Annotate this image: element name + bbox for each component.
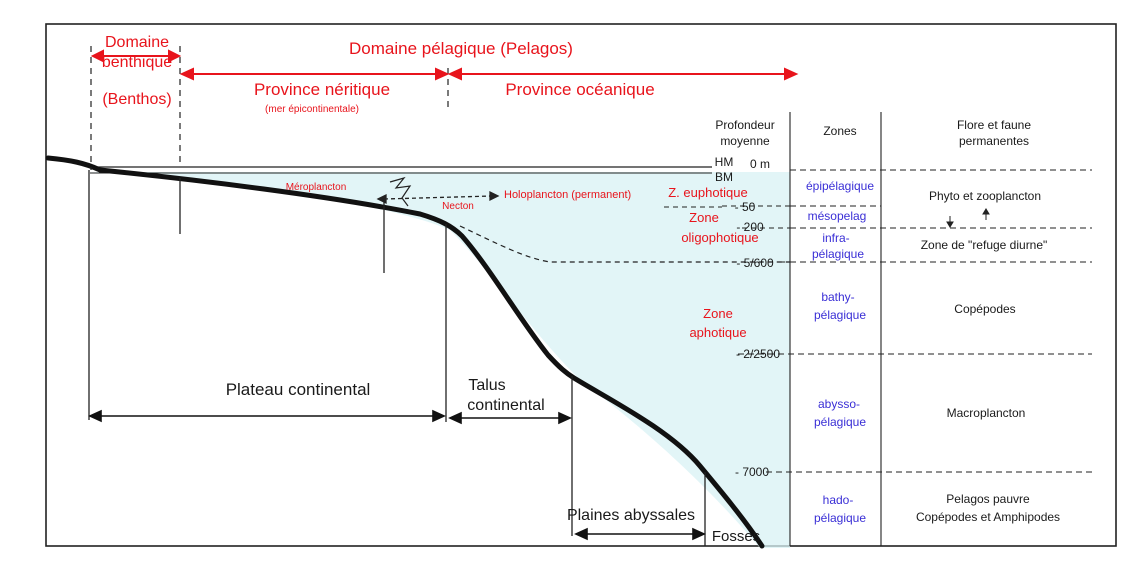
plaines-arrow [574,527,706,541]
zone-infrapelagic-line2: pélagique [812,247,864,261]
oceanic-province-label: Province océanique [505,80,654,99]
fauna-macroplancton: Macroplancton [947,406,1026,420]
depth-0: 0 m [750,157,770,171]
plateau-arrow [88,409,446,423]
depth-200: - 200 [736,220,764,234]
fauna-refuge: Zone de "refuge diurne" [921,238,1048,252]
aphotic-label-line1: Zone [703,306,733,321]
zone-mesopelagic: mésopelag [808,209,867,223]
holoplancton-arrow [376,190,500,205]
fauna-copepodes: Copépodes [954,302,1015,316]
depth-600: - 5/600 [736,256,774,270]
header-zones: Zones [823,124,856,138]
header-fauna-line1: Flore et faune [957,118,1031,132]
fosses-label: Fosses [712,528,760,545]
zone-abyssopelagic-line2: pélagique [814,415,866,429]
high-tide-label: HM [715,155,734,169]
plaines-label: Plaines abyssales [567,507,695,524]
fauna-pelagos-line2: Copépodes et Amphipodes [916,510,1060,524]
holoplancton-label: Holoplancton (permanent) [504,189,631,201]
header-depth-line2: moyenne [720,134,770,148]
pelagic-domain-title: Domaine pélagique (Pelagos) [349,39,573,58]
aphotic-label-line2: aphotique [689,325,746,340]
neritic-province-sub: (mer épicontinentale) [265,104,359,115]
benthic-domain-paren: (Benthos) [102,91,171,108]
talus-label-line1: Talus [468,377,505,394]
zone-bathypelagic-line1: bathy- [821,290,854,304]
oligophotic-label-line2: oligophotique [681,230,758,245]
benthic-domain-line2: benthique [102,54,172,71]
zone-infrapelagic-line1: infra- [822,231,849,245]
oceanic-arrow [447,67,799,81]
depth-50: - 50 [735,200,756,214]
zone-abyssopelagic-line1: abysso- [818,397,860,411]
benthic-domain-line1: Domaine [105,34,169,51]
meroplancton-label: Méroplancton [286,182,347,193]
benthic-arrow [90,49,182,63]
water-area [90,172,790,548]
neritic-province-label: Province néritique [254,80,390,99]
necton-label: Necton [442,201,474,212]
fauna-phyto-zoo: Phyto et zooplancton [929,189,1041,203]
euphotic-zone-label: Z. euphotique [668,185,748,200]
depth-7000: - 7000 [735,465,769,479]
refuge-arrows [946,208,990,228]
fauna-pelagos-line1: Pelagos pauvre [946,492,1030,506]
header-fauna-line2: permanentes [959,134,1029,148]
plateau-label: Plateau continental [226,380,371,399]
zonation-table: Profondeur moyenne Zones Flore et faune … [715,112,1092,546]
necton-zigzag [389,176,412,207]
talus-label-line2: continental [467,397,544,414]
oligophotic-label-line1: Zone [689,210,719,225]
neritic-arrow [179,67,450,81]
zone-hadopelagic-line1: hado- [823,493,854,507]
zone-bathypelagic-line2: pélagique [814,308,866,322]
depth-2500: - 2/2500 [736,347,780,361]
low-tide-label: BM [715,170,733,184]
zone-epipelagic: épipélagique [806,179,874,193]
zone-hadopelagic-line2: pélagique [814,511,866,525]
header-depth-line1: Profondeur [715,118,774,132]
talus-arrow [448,411,572,425]
